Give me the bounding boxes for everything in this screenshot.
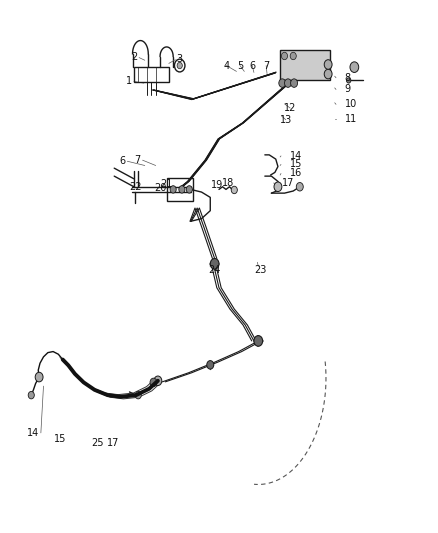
Bar	[166, 177, 193, 201]
Text: 22: 22	[129, 182, 142, 192]
Circle shape	[154, 376, 162, 385]
Circle shape	[282, 52, 288, 60]
Text: 6: 6	[119, 156, 125, 166]
Text: 9: 9	[345, 84, 351, 94]
Circle shape	[150, 378, 157, 386]
Circle shape	[285, 79, 291, 87]
Circle shape	[279, 79, 286, 87]
Circle shape	[170, 185, 176, 193]
Circle shape	[324, 60, 332, 69]
Text: 13: 13	[280, 115, 292, 125]
Circle shape	[290, 52, 296, 60]
Circle shape	[35, 372, 43, 382]
Text: 1: 1	[126, 77, 132, 86]
Text: 5: 5	[237, 61, 243, 70]
Circle shape	[28, 391, 34, 399]
Circle shape	[324, 69, 332, 79]
Circle shape	[346, 78, 351, 83]
Text: 23: 23	[254, 265, 267, 275]
Text: 15: 15	[290, 159, 302, 169]
Circle shape	[254, 336, 263, 346]
Circle shape	[135, 391, 141, 399]
Text: 25: 25	[92, 438, 104, 448]
Text: 17: 17	[107, 438, 120, 448]
Circle shape	[290, 79, 297, 87]
Circle shape	[210, 259, 219, 269]
Circle shape	[350, 62, 359, 72]
Circle shape	[207, 361, 214, 369]
Text: 16: 16	[290, 168, 302, 179]
Text: 7: 7	[263, 61, 269, 70]
Text: 6: 6	[249, 61, 255, 70]
Text: 11: 11	[345, 114, 357, 124]
Bar	[280, 50, 330, 80]
Text: 14: 14	[290, 151, 302, 161]
Text: 18: 18	[222, 177, 234, 188]
Text: 20: 20	[154, 183, 166, 193]
Text: 12: 12	[284, 103, 297, 113]
Text: 7: 7	[134, 155, 141, 165]
Text: 8: 8	[345, 73, 351, 83]
Circle shape	[177, 62, 182, 69]
Text: 17: 17	[283, 178, 295, 188]
Text: 21: 21	[160, 179, 172, 189]
Text: 4: 4	[223, 61, 230, 70]
Text: 3: 3	[177, 54, 183, 64]
Text: 10: 10	[345, 99, 357, 109]
Circle shape	[174, 59, 185, 72]
Circle shape	[274, 182, 282, 191]
Circle shape	[296, 182, 303, 191]
Text: 2: 2	[131, 52, 138, 61]
Circle shape	[179, 185, 185, 193]
Text: 19: 19	[211, 180, 223, 190]
Circle shape	[231, 186, 237, 193]
Bar	[134, 67, 169, 82]
Text: 15: 15	[54, 434, 66, 445]
Text: 24: 24	[208, 265, 221, 275]
Text: 14: 14	[27, 428, 39, 438]
Circle shape	[186, 185, 192, 193]
